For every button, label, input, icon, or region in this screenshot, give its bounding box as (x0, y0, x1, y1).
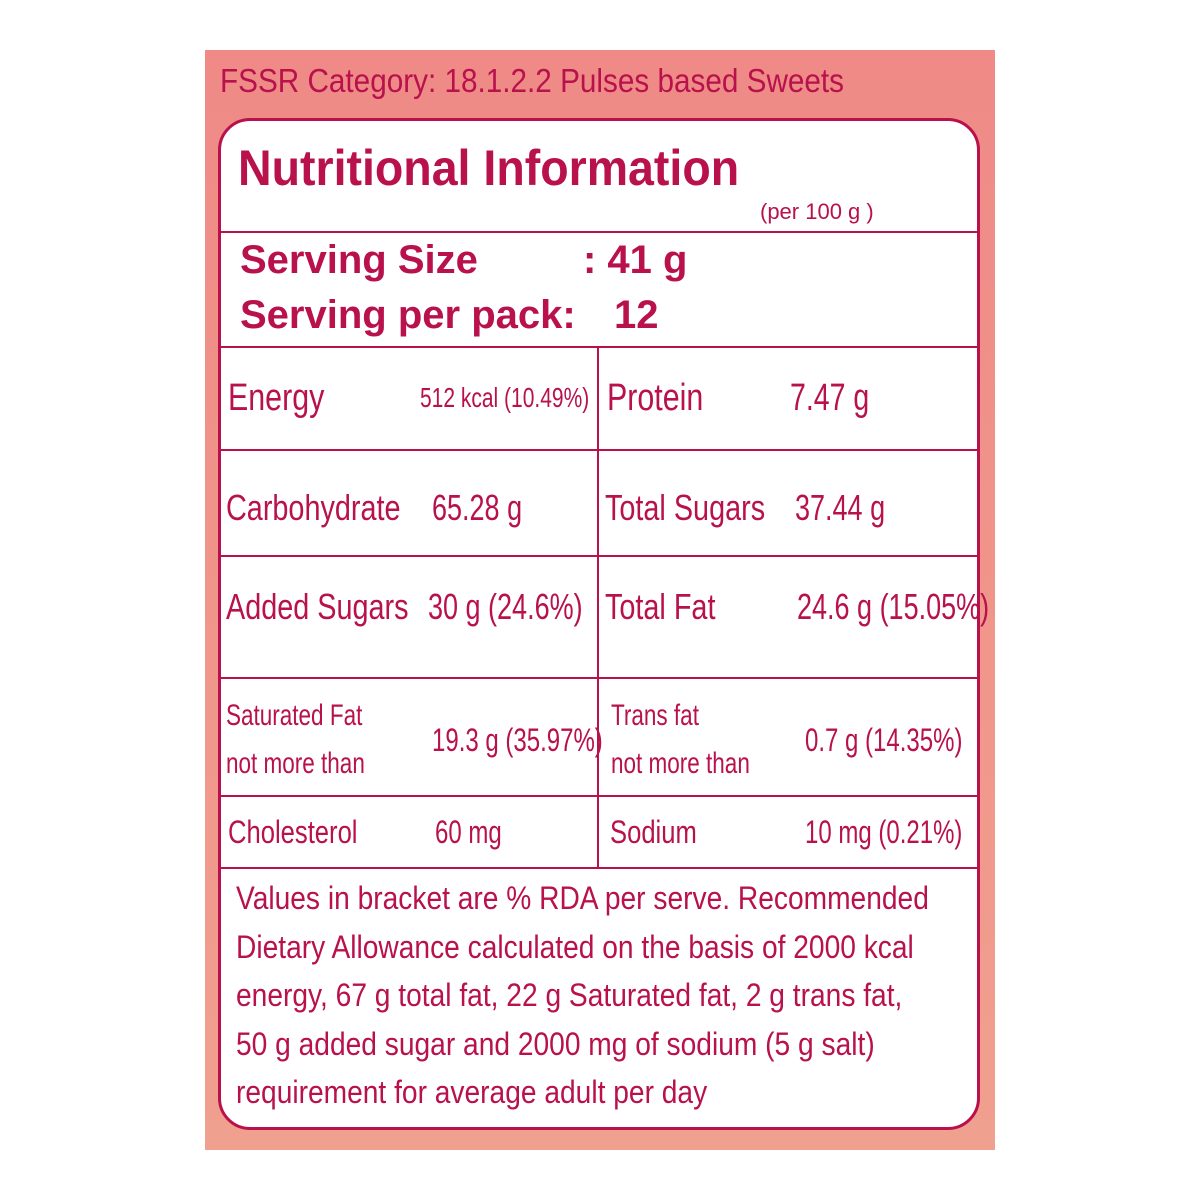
nutrition-card (218, 118, 980, 1130)
nutrient-label: Protein (607, 377, 704, 419)
category: FSSR Category: 18.1.2.2 Pulses based Swe… (220, 61, 845, 99)
serving-value: : 41 g (583, 238, 688, 282)
divider (218, 555, 980, 557)
serving-label: Serving per pack: (240, 293, 576, 337)
footnote: energy, 67 g total fat, 22 g Saturated f… (236, 977, 903, 1013)
nutrient-value: 0.7 g (14.35%) (805, 722, 963, 758)
divider (218, 677, 980, 679)
nutrient-label: Trans fat (611, 699, 699, 732)
nutrient-label: Added Sugars (226, 586, 409, 627)
divider (218, 346, 980, 348)
nutrient-value: 30 g (24.6%) (428, 586, 583, 627)
nutrient-value: 512 kcal (10.49%) (420, 382, 590, 413)
nutrient-label: Total Sugars (605, 487, 766, 528)
nutrient-value: 24.6 g (15.05%) (797, 586, 990, 627)
nutrient-value: 10 mg (0.21%) (805, 814, 963, 850)
nutrient-label: Carbohydrate (226, 487, 401, 528)
nutrient-label: not more than (611, 747, 750, 780)
basis: (per 100 g ) (760, 199, 874, 224)
footnote: Values in bracket are % RDA per serve. R… (236, 880, 929, 916)
nutrient-label: Energy (228, 377, 325, 419)
nutrient-label: Cholesterol (228, 814, 358, 850)
divider (218, 867, 980, 869)
footnote: 50 g added sugar and 2000 mg of sodium (… (236, 1025, 875, 1062)
title: Nutritional Information (238, 140, 740, 196)
divider (218, 231, 980, 233)
footnote: Dietary Allowance calculated on the basi… (236, 928, 914, 965)
divider (218, 795, 980, 797)
nutrient-value: 65.28 g (432, 487, 523, 528)
nutrient-label: not more than (226, 747, 365, 780)
nutrient-value: 7.47 g (790, 377, 870, 419)
footnote: requirement for average adult per day (236, 1074, 708, 1110)
nutrient-value: 37.44 g (795, 487, 886, 528)
nutrient-label: Sodium (610, 814, 697, 850)
divider (218, 449, 980, 451)
nutrient-label: Saturated Fat (226, 699, 363, 732)
nutrient-label: Total Fat (605, 586, 716, 627)
column-divider (597, 347, 599, 868)
serving-value: 12 (614, 293, 659, 337)
serving-label: Serving Size (240, 238, 478, 282)
nutrient-value: 19.3 g (35.97%) (432, 722, 603, 758)
nutrient-value: 60 mg (435, 814, 502, 850)
